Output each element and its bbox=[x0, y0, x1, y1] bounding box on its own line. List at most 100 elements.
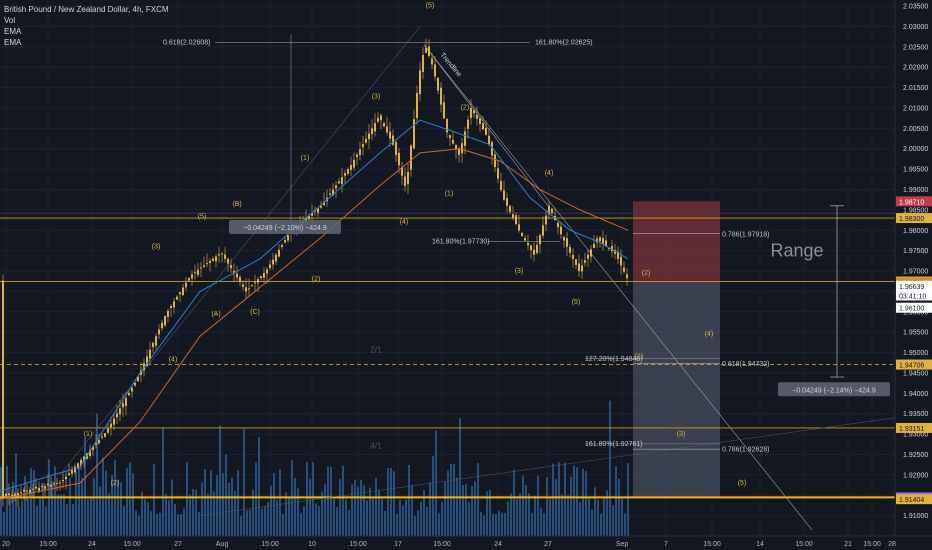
candle-body bbox=[209, 260, 211, 263]
candle-body bbox=[347, 169, 349, 174]
price-tick: 1.99000 bbox=[903, 187, 928, 194]
fib-label: 161.80%(2.02625) bbox=[535, 39, 593, 46]
price-axis[interactable]: 2.03500 2.03000 2.02500 2.02000 2.01500 2.010… bbox=[894, 0, 932, 550]
volume-bar bbox=[99, 486, 101, 536]
volume-bar bbox=[135, 510, 137, 536]
candle-body bbox=[239, 277, 241, 283]
volume-bar bbox=[378, 489, 380, 536]
candle-body bbox=[149, 349, 151, 359]
volume-bar bbox=[450, 463, 452, 536]
volume-bar bbox=[510, 493, 512, 536]
volume-bar bbox=[342, 465, 344, 536]
candle-body bbox=[29, 489, 31, 494]
candle-body bbox=[476, 115, 478, 119]
volume-bar bbox=[351, 484, 353, 536]
horizontal-lines[interactable] bbox=[0, 212, 895, 499]
candle-body bbox=[386, 126, 388, 133]
volume-bar bbox=[585, 471, 587, 536]
candle-body bbox=[494, 154, 496, 168]
candle-body bbox=[278, 249, 280, 257]
volume-bar bbox=[477, 463, 479, 536]
symbol-title[interactable]: British Pound / New Zealand Dollar, 4h, … bbox=[4, 5, 169, 14]
time-axis[interactable]: 20 15:00 24 15:00 27 Aug 15:00 10 15:00 17 15:00 24… bbox=[0, 535, 932, 550]
candle-body bbox=[236, 273, 238, 278]
candle-body bbox=[215, 256, 217, 262]
candle-body bbox=[98, 439, 100, 444]
candle-body bbox=[617, 251, 619, 259]
candle-body bbox=[392, 135, 394, 145]
short-position-tool[interactable] bbox=[633, 201, 720, 498]
candle-body bbox=[566, 238, 568, 247]
volume-bar bbox=[576, 467, 578, 536]
candle-body bbox=[56, 483, 58, 485]
volume-bar bbox=[456, 477, 458, 536]
candle-body bbox=[467, 119, 469, 129]
candle-body bbox=[167, 310, 169, 318]
volume-bar bbox=[561, 494, 563, 536]
volume-bar bbox=[570, 476, 572, 536]
volume-bar bbox=[330, 466, 332, 536]
candle-body bbox=[329, 193, 331, 195]
volume-bar bbox=[420, 501, 422, 536]
volume-bar bbox=[174, 504, 176, 536]
time-tick: 14 bbox=[756, 541, 764, 548]
candle-body bbox=[146, 356, 148, 366]
price-tick: 2.02000 bbox=[903, 65, 928, 72]
indicator-ema-1[interactable]: EMA bbox=[4, 27, 22, 36]
volume-bar bbox=[606, 490, 608, 536]
indicator-ema-2[interactable]: EMA bbox=[4, 38, 22, 47]
candle-body bbox=[17, 493, 19, 497]
candle-body bbox=[254, 282, 256, 284]
price-tick: 1.94000 bbox=[903, 391, 928, 398]
volume-bar bbox=[12, 481, 14, 536]
candle-body bbox=[521, 232, 523, 236]
volume-bar bbox=[615, 466, 617, 536]
volume-bar bbox=[156, 514, 158, 536]
volume-bar bbox=[177, 514, 179, 536]
candle-body bbox=[206, 263, 208, 265]
candle-body bbox=[116, 413, 118, 418]
candle-body bbox=[356, 154, 358, 157]
wave-label: (4) bbox=[400, 219, 409, 226]
volume-bar bbox=[306, 461, 308, 536]
candle-body bbox=[383, 123, 385, 127]
candle-body bbox=[461, 143, 463, 154]
candle-body bbox=[200, 267, 202, 269]
volume-bar bbox=[462, 484, 464, 536]
volume-bar bbox=[36, 505, 38, 536]
volume-bar bbox=[549, 496, 551, 536]
volume-bar bbox=[336, 507, 338, 536]
candle-body bbox=[251, 285, 253, 287]
volume-bar bbox=[444, 481, 446, 536]
price-tick: 1.95000 bbox=[903, 350, 928, 357]
candle-body bbox=[317, 208, 319, 213]
volume-bar bbox=[297, 488, 299, 536]
candle-body bbox=[341, 177, 343, 185]
candle-body bbox=[53, 483, 55, 485]
candle-body bbox=[419, 70, 421, 95]
candle-body bbox=[515, 215, 517, 225]
candle-body bbox=[92, 446, 94, 451]
volume-bar bbox=[126, 468, 128, 536]
volume-bar bbox=[432, 456, 434, 536]
volume-bar bbox=[573, 465, 575, 536]
candle-body bbox=[227, 258, 229, 264]
measure-label: −0.04249 (−2.10%) −424.9 bbox=[243, 225, 327, 232]
volume-bar bbox=[81, 477, 83, 536]
price-tag bbox=[896, 213, 932, 224]
indicator-vol[interactable]: Vol bbox=[4, 16, 16, 25]
volume-bar bbox=[408, 464, 410, 536]
measure-box bbox=[778, 382, 890, 397]
candle-body bbox=[446, 118, 448, 133]
candle-body bbox=[173, 301, 175, 308]
candle-body bbox=[380, 115, 382, 121]
volume-bar bbox=[426, 506, 428, 536]
fib-label: 161.80%(1.92761) bbox=[585, 441, 643, 448]
volume-bar bbox=[591, 509, 593, 536]
time-tick: 7 bbox=[664, 541, 668, 548]
drawings[interactable] bbox=[59, 26, 896, 531]
volume-bar bbox=[105, 470, 107, 536]
price-tick: 1.97000 bbox=[903, 269, 928, 276]
candle-body bbox=[275, 254, 277, 262]
